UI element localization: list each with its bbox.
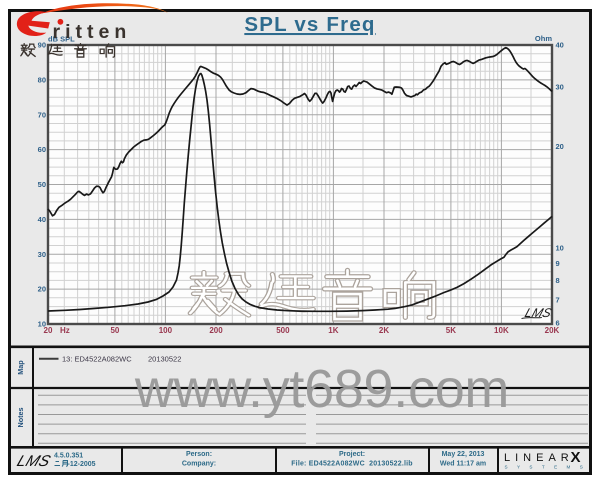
svg-text:20K: 20K bbox=[545, 326, 560, 335]
svg-text:Map: Map bbox=[16, 360, 25, 375]
svg-text:60: 60 bbox=[38, 145, 46, 154]
svg-text:8: 8 bbox=[556, 276, 560, 285]
svg-text:Wed 11:17 am: Wed 11:17 am bbox=[440, 461, 486, 468]
svg-text:May 22, 2013: May 22, 2013 bbox=[442, 451, 485, 458]
svg-text:6: 6 bbox=[556, 318, 560, 327]
svg-text:10: 10 bbox=[556, 244, 564, 253]
svg-text:30: 30 bbox=[556, 83, 564, 92]
svg-text:Person:: Person: bbox=[186, 451, 212, 458]
svg-text:10K: 10K bbox=[494, 326, 509, 335]
svg-text:dB SPL: dB SPL bbox=[48, 35, 75, 44]
svg-text:40: 40 bbox=[38, 215, 46, 224]
svg-text:2K: 2K bbox=[379, 326, 389, 335]
svg-text:www.yt689.com: www.yt689.com bbox=[134, 359, 509, 419]
svg-text:9: 9 bbox=[556, 259, 560, 268]
svg-text:80: 80 bbox=[38, 76, 46, 85]
svg-text:50: 50 bbox=[110, 326, 119, 335]
svg-text:SPL vs Freq: SPL vs Freq bbox=[244, 13, 375, 36]
svg-text:5K: 5K bbox=[446, 326, 456, 335]
svg-text:1K: 1K bbox=[328, 326, 338, 335]
svg-text:LINEAR: LINEAR bbox=[504, 452, 574, 464]
svg-text:10: 10 bbox=[38, 320, 46, 329]
svg-text:Hz: Hz bbox=[60, 326, 70, 335]
svg-text:X: X bbox=[571, 449, 581, 466]
svg-text:13: ED4522A082WC: 13: ED4522A082WC bbox=[62, 355, 132, 364]
svg-text:Notes: Notes bbox=[16, 408, 25, 428]
svg-text:20: 20 bbox=[38, 285, 46, 294]
svg-text:SYSTEMS: SYSTEMS bbox=[505, 465, 593, 470]
svg-text:500: 500 bbox=[276, 326, 290, 335]
svg-text:100: 100 bbox=[159, 326, 173, 335]
svg-text:20: 20 bbox=[556, 142, 564, 151]
svg-text:4.5.0.351: 4.5.0.351 bbox=[54, 453, 83, 460]
svg-text:7: 7 bbox=[556, 296, 560, 305]
svg-text:40: 40 bbox=[556, 41, 564, 50]
svg-text:200: 200 bbox=[209, 326, 223, 335]
svg-text:Company:: Company: bbox=[182, 461, 216, 468]
svg-text:-12-2005: -12-2005 bbox=[68, 461, 96, 468]
svg-text:LMS: LMS bbox=[523, 305, 554, 320]
svg-text:20: 20 bbox=[44, 326, 53, 335]
svg-text:20130522: 20130522 bbox=[148, 355, 181, 364]
svg-text:ritten: ritten bbox=[53, 21, 132, 43]
svg-text:30: 30 bbox=[38, 250, 46, 259]
svg-text:90: 90 bbox=[38, 41, 46, 50]
svg-text:Project:: Project: bbox=[339, 451, 365, 458]
svg-text:File: ED4522A082WC 20130522.l: File: ED4522A082WC 20130522.lib bbox=[291, 461, 413, 468]
svg-text:Ohm: Ohm bbox=[535, 34, 552, 43]
svg-text:70: 70 bbox=[38, 110, 46, 119]
svg-text:50: 50 bbox=[38, 180, 46, 189]
svg-text:LMS: LMS bbox=[15, 453, 53, 469]
